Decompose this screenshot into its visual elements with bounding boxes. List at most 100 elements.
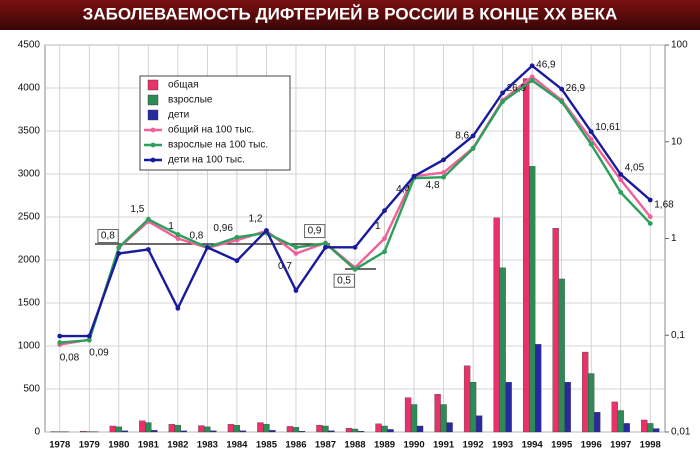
bar xyxy=(168,424,176,433)
x-tick-label: 1982 xyxy=(167,440,188,451)
bar xyxy=(446,422,453,433)
y-tick-label: 1500 xyxy=(18,298,41,309)
x-tick-label: 1989 xyxy=(374,440,395,451)
x-tick-label: 1995 xyxy=(551,440,573,451)
bar xyxy=(440,404,447,433)
bar xyxy=(227,424,235,433)
bar xyxy=(357,430,365,433)
x-tick-label: 1984 xyxy=(226,440,248,451)
point xyxy=(588,129,594,135)
point xyxy=(175,236,181,241)
bar xyxy=(115,426,122,433)
point xyxy=(234,258,240,264)
point xyxy=(204,244,210,250)
bar xyxy=(617,410,624,433)
x-tick-label: 1996 xyxy=(581,440,602,451)
point xyxy=(145,216,151,222)
data-label: 1,68 xyxy=(654,199,674,210)
bar xyxy=(204,426,211,433)
x-tick-label: 1983 xyxy=(197,440,218,451)
legend-marker xyxy=(150,157,156,163)
data-label: 10,61 xyxy=(595,122,620,133)
label-box xyxy=(333,273,355,288)
point xyxy=(647,197,653,203)
point xyxy=(441,174,446,180)
point xyxy=(529,63,535,69)
point xyxy=(323,240,328,246)
bar xyxy=(558,278,565,433)
point xyxy=(500,99,506,105)
label-box xyxy=(304,224,326,239)
point xyxy=(57,340,63,345)
data-label: 0,08 xyxy=(60,352,80,363)
point xyxy=(559,86,565,92)
y-tick-label: 4000 xyxy=(18,83,41,94)
y-tick-label: 4500 xyxy=(18,40,41,51)
data-label: 0,09 xyxy=(89,347,109,358)
legend-label: взрослые на 100 тыс. xyxy=(168,140,268,151)
bar xyxy=(641,419,648,433)
bar xyxy=(145,422,152,433)
x-tick-label: 1988 xyxy=(344,440,365,451)
legend-label: дети на 100 тыс. xyxy=(168,155,245,166)
bar xyxy=(469,381,477,433)
bar xyxy=(582,351,589,433)
y2-tick-label: 1 xyxy=(671,233,677,244)
data-label: 0,96 xyxy=(213,223,233,234)
data-label: 26,9 xyxy=(566,83,586,94)
point xyxy=(470,146,476,151)
legend-label: взрослые xyxy=(168,95,213,106)
data-label: 4,05 xyxy=(625,162,645,173)
bar xyxy=(463,365,471,433)
bar xyxy=(210,430,217,433)
bar xyxy=(564,381,571,433)
legend-label: дети xyxy=(168,110,189,121)
bar xyxy=(611,401,618,433)
point xyxy=(411,173,417,179)
data-label: 1 xyxy=(375,221,381,232)
point xyxy=(293,244,299,250)
y-tick-label: 2500 xyxy=(18,212,41,223)
y-tick-label: 3500 xyxy=(18,126,41,137)
bar xyxy=(198,425,205,433)
point xyxy=(175,232,181,237)
bar xyxy=(623,423,630,433)
bar xyxy=(493,217,500,433)
bar xyxy=(499,267,506,433)
data-label: 4,8 xyxy=(426,180,440,191)
point xyxy=(145,247,151,252)
x-tick-label: 1980 xyxy=(108,440,129,451)
x-tick-label: 1978 xyxy=(49,440,70,451)
bar xyxy=(475,415,483,433)
x-tick-label: 1997 xyxy=(610,440,631,451)
point xyxy=(116,244,122,250)
legend-swatch xyxy=(147,109,159,121)
x-tick-label: 1981 xyxy=(138,440,160,451)
data-label: 26,9 xyxy=(507,83,527,94)
chart-title: ЗАБОЛЕВАЕМОСТЬ ДИФТЕРИЕЙ В РОССИИ В КОНЦ… xyxy=(83,4,618,23)
point xyxy=(352,244,358,250)
title-banner xyxy=(0,0,700,30)
x-tick-label: 1979 xyxy=(79,440,100,451)
x-tick-label: 1994 xyxy=(522,440,544,451)
y-tick-label: 500 xyxy=(23,384,40,395)
bar xyxy=(322,425,329,433)
bar xyxy=(269,430,276,433)
bar xyxy=(404,397,412,433)
bar xyxy=(151,430,158,433)
bar xyxy=(434,394,441,433)
bar xyxy=(522,78,530,433)
point xyxy=(382,208,387,214)
bar xyxy=(298,430,306,433)
point xyxy=(618,177,624,183)
point xyxy=(86,333,92,339)
bar xyxy=(552,228,559,433)
legend-label: общий на 100 тыс. xyxy=(168,124,254,136)
bar xyxy=(387,429,394,433)
point xyxy=(116,251,122,256)
y-tick-label: 3000 xyxy=(18,169,41,180)
point xyxy=(647,214,653,220)
point xyxy=(559,99,565,105)
label-box xyxy=(97,229,119,244)
